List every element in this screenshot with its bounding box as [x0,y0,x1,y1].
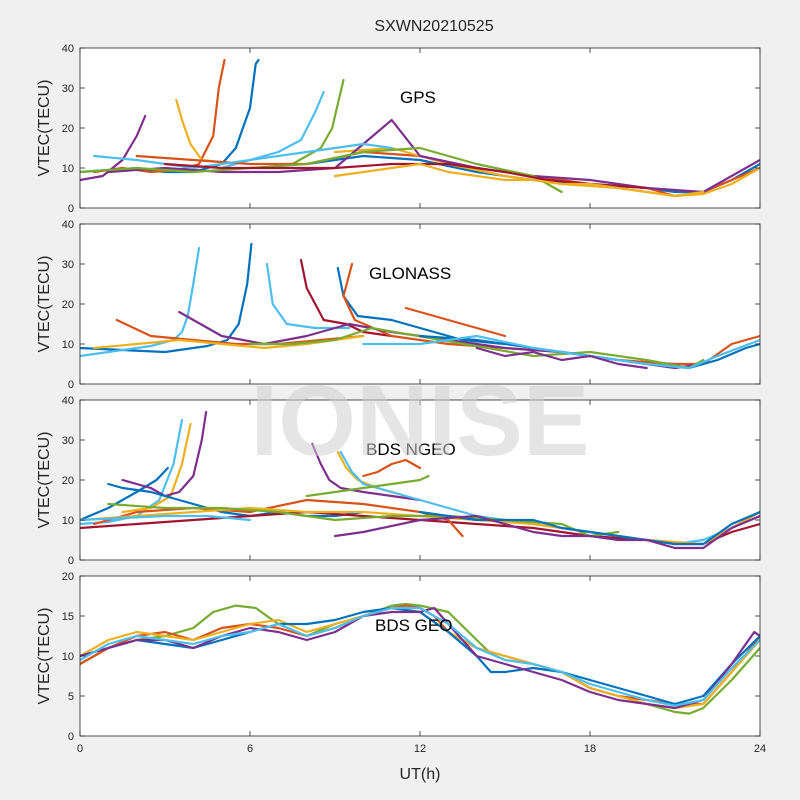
series-line-4 [80,114,147,182]
y-tick-label: 10 [62,515,74,527]
y-tick-label: 0 [68,203,74,215]
x-tick-label: 12 [414,743,426,755]
series-line-4 [121,410,208,498]
y-tick-label: 10 [62,339,74,351]
y-tick-label: 0 [68,731,74,743]
series-line-6 [80,606,760,707]
panel-annotation: GLONASS [369,264,451,283]
plot-area [80,224,760,384]
x-tick-label: 6 [247,743,253,755]
series-group [80,410,760,550]
y-axis-label: VTEC(TECU) [36,608,53,705]
y-tick-label: 0 [68,379,74,391]
series-line-12 [404,306,507,338]
series-group [80,602,760,715]
y-axis-label: VTEC(TECU) [36,432,53,529]
series-line-5 [80,606,760,710]
series-group [80,58,760,198]
series-line-16 [333,514,760,550]
x-axis-label: UT(h) [400,766,441,783]
panel-annotation: BDS GEO [375,616,452,635]
series-line-9 [362,458,422,478]
panel-1: 0 10 20 30 40 VTEC(TECU) GPS [36,43,761,215]
panels: 0 10 20 30 40 VTEC(TECU) GPS 0 10 20 30 40 VTEC(TECU… [36,43,766,755]
x-tick-label: 24 [754,743,766,755]
series-line-6 [311,442,422,502]
y-axis-label: VTEC(TECU) [36,80,53,177]
y-axis-label: VTEC(TECU) [36,256,53,353]
series-line-15 [418,510,760,546]
series-line-10 [248,326,705,370]
panel-4: 0 6 12 18 24 0 5 10 15 20 VTEC(TECU) BDS GEO [36,571,766,755]
series-line-12 [93,142,393,170]
y-tick-label: 10 [62,163,74,175]
y-tick-label: 30 [62,259,74,271]
y-tick-label: 20 [62,123,74,135]
x-tick-label: 18 [584,743,596,755]
series-line-14 [107,502,620,538]
series-line-3 [265,262,351,330]
y-tick-label: 20 [62,299,74,311]
series-line-4 [299,258,393,338]
chart-title: SXWN20210525 [374,18,493,35]
y-tick-label: 10 [62,651,74,663]
y-tick-label: 40 [62,43,74,55]
x-tick-label: 0 [77,743,83,755]
panel-2: 0 10 20 30 40 VTEC(TECU) GLONASS [36,219,761,391]
series-line-5 [107,482,365,518]
y-tick-label: 40 [62,395,74,407]
series-line-14 [333,162,705,198]
series-line-3 [121,422,192,514]
panel-annotation: BDS NGEO [366,440,456,459]
y-tick-label: 30 [62,83,74,95]
y-tick-label: 15 [62,611,74,623]
y-tick-label: 20 [62,475,74,487]
series-line-2 [80,246,201,358]
panel-3: 0 10 20 30 40 VTEC(TECU) BDS NGEO [36,395,761,567]
series-line-17 [80,514,252,522]
series-group [80,242,760,370]
y-tick-label: 30 [62,435,74,447]
y-tick-label: 20 [62,571,74,583]
plot-area [80,48,760,208]
series-line-10 [305,474,430,498]
plot-area [80,576,760,736]
y-tick-label: 40 [62,219,74,231]
series-line-11 [80,146,563,194]
series-line-1 [80,466,169,522]
watermark: IONISE [251,365,590,477]
panel-annotation: GPS [400,88,436,107]
y-tick-label: 0 [68,555,74,567]
y-tick-label: 5 [68,691,74,703]
series-line-14 [475,346,648,370]
series-line-8 [115,318,365,346]
